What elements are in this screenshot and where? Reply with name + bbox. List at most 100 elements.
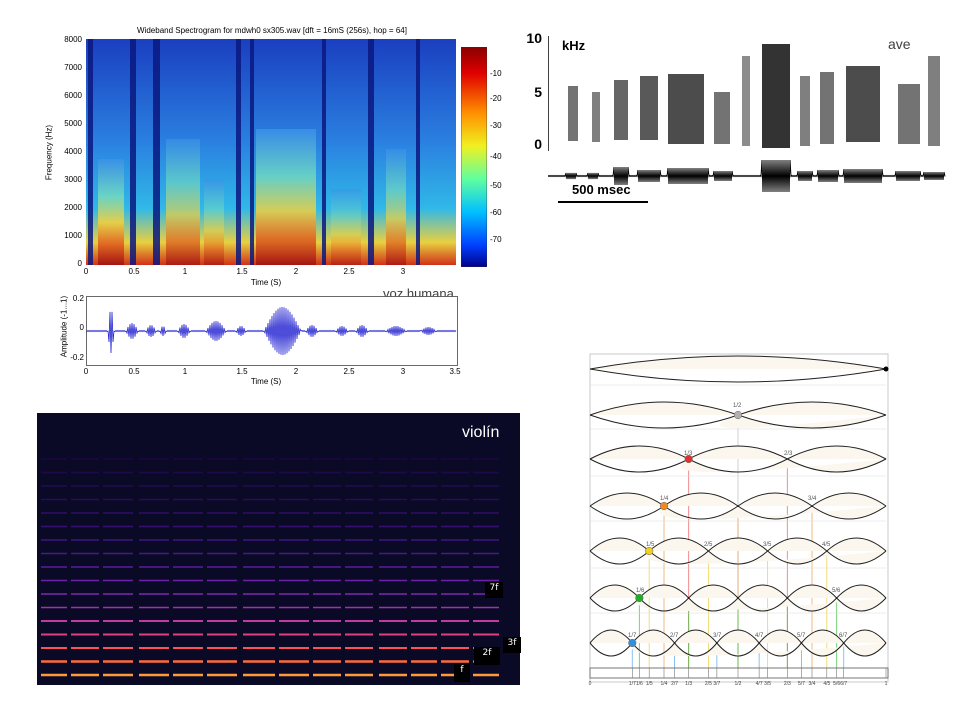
fraction-label: 1/5 [646,542,655,548]
x-tick: 3 [400,267,406,276]
node-marker [645,546,654,556]
mode-curve-lower [589,458,887,473]
x-tick: 0.5 [128,367,140,376]
axis-label: 1 [884,681,888,687]
fraction-label: 2/7 [670,633,679,639]
fraction-label: 1/4 [660,496,669,502]
mode-curve-upper [589,355,887,370]
axis-label: 1/4 [660,681,668,687]
x-tick: 0 [83,367,89,376]
axis-label: 4/5 [823,681,831,687]
y-tick: -0.2 [70,353,84,362]
y-tick: 10 [526,30,542,46]
mode-fill [590,446,886,472]
mode-curve-lower [589,368,887,383]
y-tick: 8000 [64,35,82,44]
axis-label: 3/7 [713,681,721,687]
axis-label: 2/7 [671,681,679,687]
x-tick: 1.5 [236,367,248,376]
x-tick: 1 [182,267,188,276]
string-end-dot [883,366,889,372]
colorbar-tick: -30 [490,121,502,130]
axis-label: 5/6 [833,681,841,687]
colorbar-tick: -40 [490,152,502,161]
fraction-label: 1/2 [733,403,742,409]
node-marker [635,593,644,603]
mode-curve-upper [589,629,887,644]
y-tick: 6000 [64,91,82,100]
x-tick: 2.5 [343,367,355,376]
fraction-label: 1/7 [628,633,637,639]
axis-label: 5/7 [797,681,805,687]
node-marker [659,501,669,511]
y-tick: 5000 [64,119,82,128]
fraction-label: 5/7 [797,633,806,639]
axis-label: 1/6 [635,681,643,687]
bird-scale-label: 500 msec [572,182,631,197]
x-tick: 3 [400,367,406,376]
y-tick: 0 [534,136,542,152]
mode-fill [590,356,886,382]
colorbar-tick: -20 [490,94,502,103]
y-tick: 2000 [64,203,82,212]
axis-label: 2/5 [704,681,712,687]
bird-spectrogram [548,36,946,203]
axis-label: 1/7 [628,681,636,687]
axis-label: 3/4 [808,681,816,687]
mode-curve-lower [589,505,887,520]
fraction-label: 5/6 [832,588,841,594]
mode-curve-lower [589,550,887,565]
violin-spectrogram [37,413,520,685]
axis-label: 3/5 [764,681,772,687]
colorbar-tick: -70 [490,235,502,244]
string-modes-diagram [589,353,889,683]
bird-caption: ave [888,36,911,52]
fraction-label: 6/7 [839,633,848,639]
x-tick: 2 [293,367,299,376]
fraction-label: 3/5 [763,542,772,548]
fraction-label: 2/5 [704,542,713,548]
axis-label: 1/5 [645,681,653,687]
colorbar-tick: -60 [490,208,502,217]
fraction-label: 3/4 [808,496,817,502]
x-tick: 2 [293,267,299,276]
x-tick: 3.5 [449,367,461,376]
y-tick: 0 [79,323,84,332]
fraction-label: 1/3 [684,451,693,457]
mode-fill [590,630,886,656]
voice-formant-regions [98,129,406,265]
voice-dark-stripes [88,39,420,265]
x-tick: 2.5 [343,267,355,276]
x-tick: 1 [182,367,188,376]
axis-label: 1/3 [685,681,693,687]
x-tick: 0 [83,267,89,276]
axis-label: 2/3 [783,681,791,687]
y-tick: 4000 [64,147,82,156]
axis-label: 4/7 [755,681,763,687]
y-tick: 5 [534,84,542,100]
voice-spectrogram [86,39,456,265]
fraction-label: 1/6 [636,588,645,594]
voice-colorbar [461,47,487,267]
node-marker [733,410,743,420]
y-tick: 1000 [64,231,82,240]
bird-unit-label: kHz [562,38,586,53]
wave-time-axis-label: Time (S) [250,377,282,386]
harmonic-tag-2f: 2f [474,647,500,665]
fraction-label: 3/7 [713,633,722,639]
mode-fill [590,538,886,564]
voice-waveform [86,296,458,366]
fraction-label: 4/7 [755,633,764,639]
violin-caption: violín [462,424,500,441]
y-tick: 0 [77,259,82,268]
axis-label: 0 [588,681,592,687]
axis-label: 6/7 [840,681,848,687]
colorbar-tick: -50 [490,181,502,190]
mode-curve-lower [589,642,887,657]
y-tick: 0.2 [72,294,84,303]
harmonic-tag-3f: 3f [503,637,521,653]
voice-spectrogram-title: Wideband Spectrogram for mdwh0 sx305.wav… [137,26,407,35]
fraction-label: 2/3 [784,451,793,457]
axis-label: 1/2 [734,681,742,687]
bird-syllables [568,44,940,148]
